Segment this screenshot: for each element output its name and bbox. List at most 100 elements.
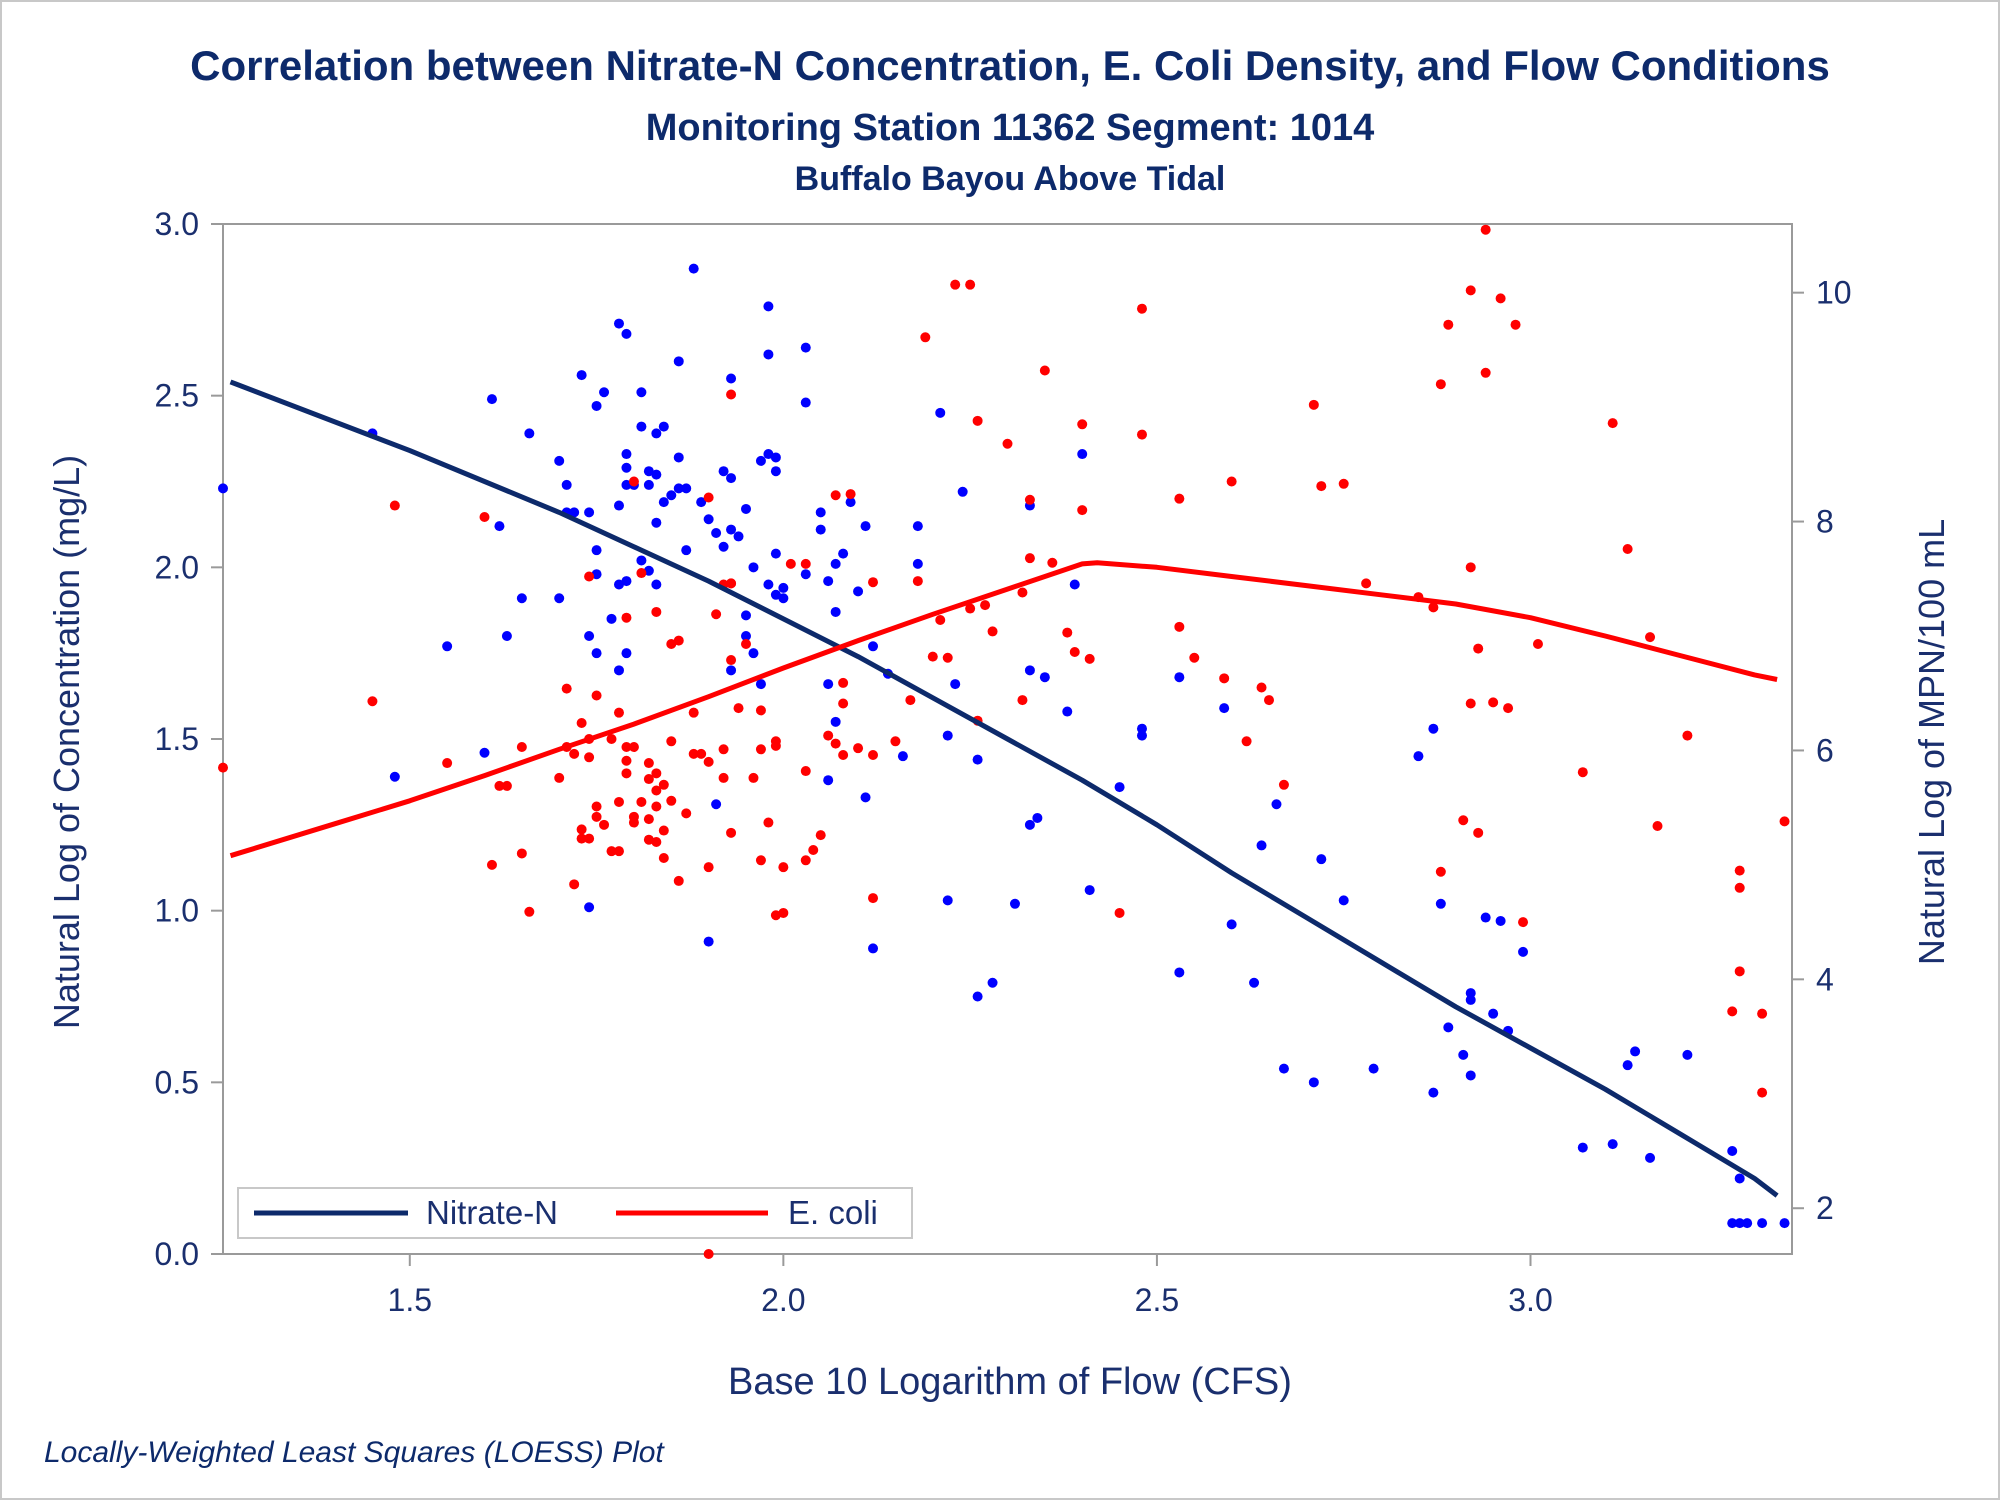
e-coli-point: [666, 736, 677, 747]
e-coli-point: [1174, 493, 1185, 504]
nitrate-n-point: [1084, 885, 1095, 896]
e-coli-point: [1077, 505, 1088, 516]
nitrate-n-point: [1727, 1218, 1738, 1229]
nitrate-n-point: [1009, 898, 1020, 909]
y2-tick-label: 2: [1816, 1190, 1834, 1226]
e-coli-point: [658, 853, 669, 864]
nitrate-n-point: [868, 943, 879, 954]
e-coli-point: [569, 879, 580, 890]
e-coli-point: [935, 614, 946, 625]
nitrate-n-point: [957, 486, 968, 497]
nitrate-n-point: [651, 579, 662, 590]
e-coli-point: [1510, 319, 1521, 330]
nitrate-n-point: [613, 665, 624, 676]
e-coli-point: [823, 730, 834, 741]
nitrate-n-point: [711, 528, 722, 538]
e-coli-point: [830, 738, 841, 749]
e-coli-point: [718, 744, 729, 755]
nitrate-n-point: [778, 593, 789, 604]
e-coli-point: [651, 606, 662, 617]
nitrate-n-point: [524, 428, 535, 439]
nitrate-n-point: [912, 558, 923, 569]
e-coli-point: [673, 875, 684, 886]
nitrate-n-point: [494, 521, 505, 532]
y2-tick-label: 8: [1816, 504, 1834, 540]
e-coli-point: [554, 772, 565, 783]
e-coli-point: [1024, 553, 1035, 564]
nitrate-n-point: [1226, 919, 1237, 930]
nitrate-n-point: [763, 579, 774, 590]
y2-axis-label: Natural Log of MPN/100 mL: [1911, 519, 1952, 965]
nitrate-n-point: [591, 545, 602, 556]
e-coli-point: [965, 603, 976, 614]
e-coli-point: [726, 578, 737, 589]
nitrate-n-point: [613, 579, 624, 590]
e-coli-point: [868, 893, 879, 904]
e-coli-point: [1114, 907, 1125, 918]
e-coli-point: [1069, 647, 1080, 658]
nitrate-n-point: [733, 531, 744, 542]
e-coli-point: [479, 511, 490, 522]
e-coli-point: [942, 652, 953, 663]
e-coli-point: [1734, 966, 1745, 977]
e-coli-point: [1226, 476, 1237, 487]
nitrate-n-point: [823, 679, 834, 690]
e-coli-point: [651, 801, 662, 812]
e-coli-point: [591, 811, 602, 822]
e-coli-point: [576, 833, 587, 844]
e-coli-point: [658, 779, 669, 790]
nitrate-n-point: [935, 407, 946, 418]
e-coli-point: [1734, 865, 1745, 876]
e-coli-point: [868, 577, 879, 588]
nitrate-n-point: [479, 747, 490, 758]
nitrate-n-point: [1734, 1218, 1745, 1229]
nitrate-n-point: [643, 466, 654, 477]
e-coli-point: [912, 576, 923, 587]
e-coli-point: [972, 415, 983, 426]
nitrate-n-point: [830, 606, 841, 617]
e-coli-point: [1084, 653, 1095, 664]
nitrate-n-point: [950, 679, 961, 690]
e-coli-point: [524, 906, 535, 917]
e-coli-point: [1488, 697, 1499, 708]
plot-area: 1.5 2.0 2.5 3.0 0.0 0.5 1.0 1.5 2.0 2.5 3.0 2 4 6 8 10 N…: [155, 206, 1852, 1318]
e-coli-point: [1622, 544, 1633, 555]
nitrate-n-point: [897, 751, 908, 762]
e-coli-point: [651, 785, 662, 796]
e-coli-point: [576, 717, 587, 728]
nitrate-n-point: [1278, 1063, 1289, 1074]
e-coli-point: [845, 489, 856, 500]
nitrate-n-point: [1622, 1060, 1633, 1071]
chart-subtitle-station: Monitoring Station 11362 Segment: 1014: [646, 107, 1375, 149]
e-coli-point: [1473, 643, 1484, 654]
nitrate-n-point: [823, 775, 834, 786]
e-coli-point: [613, 796, 624, 807]
nitrate-n-point: [942, 895, 953, 906]
e-coli-point: [516, 848, 527, 859]
nitrate-n-point: [726, 473, 737, 484]
nitrate-n-point: [800, 397, 811, 408]
e-coli-point: [218, 762, 228, 773]
nitrate-n-point: [389, 771, 400, 782]
e-coli-point: [1518, 917, 1529, 928]
nitrate-n-point: [651, 469, 662, 480]
nitrate-n-point: [1495, 915, 1506, 926]
e-coli-point: [800, 855, 811, 866]
e-coli-point: [681, 808, 692, 819]
legend-label-ecoli: E. coli: [788, 1194, 878, 1231]
nitrate-n-point: [1734, 1173, 1745, 1184]
nitrate-n-point: [1308, 1077, 1319, 1088]
nitrate-n-point: [726, 524, 737, 535]
x-tick-label: 2.5: [1135, 1282, 1179, 1318]
nitrate-n-loess-line: [229, 379, 1779, 1198]
e-coli-point: [703, 1249, 714, 1259]
nitrate-n-point: [584, 631, 595, 641]
nitrate-n-point: [972, 754, 983, 765]
nitrate-n-point: [658, 421, 669, 432]
e-coli-point: [1458, 815, 1469, 826]
nitrate-n-point: [621, 328, 632, 339]
e-coli-point: [613, 707, 624, 718]
nitrate-n-point: [1136, 723, 1147, 734]
nitrate-n-point: [1136, 730, 1147, 741]
